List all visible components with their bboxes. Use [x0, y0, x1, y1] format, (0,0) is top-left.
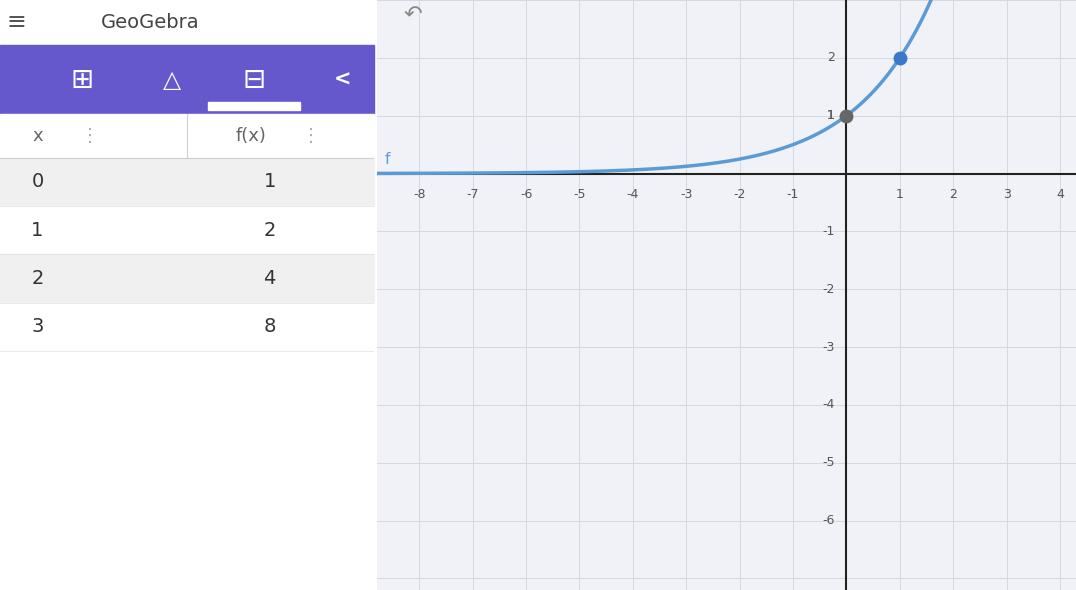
- Text: -5: -5: [822, 456, 835, 469]
- Text: -6: -6: [520, 188, 533, 201]
- Text: 3: 3: [1003, 188, 1010, 201]
- Text: 1: 1: [826, 109, 835, 122]
- Text: △: △: [164, 68, 182, 91]
- Text: 2: 2: [826, 51, 835, 64]
- Bar: [0, 254, 374, 303]
- Text: -1: -1: [822, 225, 835, 238]
- Text: 0: 0: [31, 172, 43, 191]
- Text: 1: 1: [896, 188, 904, 201]
- Text: 4: 4: [1056, 188, 1064, 201]
- Text: -2: -2: [734, 188, 746, 201]
- Text: -4: -4: [626, 188, 639, 201]
- Text: 1: 1: [264, 172, 275, 191]
- Text: x: x: [32, 127, 43, 145]
- Text: 2: 2: [31, 269, 44, 288]
- Bar: [0, 0, 374, 45]
- Text: ⊞: ⊞: [71, 65, 94, 94]
- Bar: [0, 206, 374, 254]
- Text: 8: 8: [264, 317, 275, 336]
- Text: ⋮: ⋮: [301, 127, 320, 145]
- Text: -7: -7: [467, 188, 479, 201]
- Text: GeoGebra: GeoGebra: [100, 13, 199, 32]
- Bar: [0, 114, 374, 158]
- Text: -3: -3: [822, 340, 835, 353]
- Bar: [0, 303, 374, 351]
- Text: -3: -3: [680, 188, 693, 201]
- Text: ↶: ↶: [404, 6, 422, 26]
- Text: 2: 2: [264, 221, 275, 240]
- Text: ⋮: ⋮: [81, 127, 99, 145]
- Text: -5: -5: [574, 188, 585, 201]
- Text: f: f: [384, 152, 390, 166]
- Text: 4: 4: [264, 269, 275, 288]
- Text: 3: 3: [31, 317, 44, 336]
- Text: 1: 1: [826, 109, 835, 122]
- Text: ⊟: ⊟: [243, 65, 266, 94]
- Text: -1: -1: [787, 188, 799, 201]
- Text: -4: -4: [822, 398, 835, 411]
- Text: -2: -2: [822, 283, 835, 296]
- Text: -8: -8: [413, 188, 426, 201]
- Text: -6: -6: [822, 514, 835, 527]
- Text: <: <: [334, 70, 352, 90]
- Text: 1: 1: [31, 221, 44, 240]
- Bar: [208, 102, 299, 110]
- Text: f(x): f(x): [236, 127, 267, 145]
- Bar: [0, 158, 374, 206]
- Text: 2: 2: [949, 188, 958, 201]
- Bar: [0, 45, 374, 114]
- Text: ≡: ≡: [6, 11, 27, 34]
